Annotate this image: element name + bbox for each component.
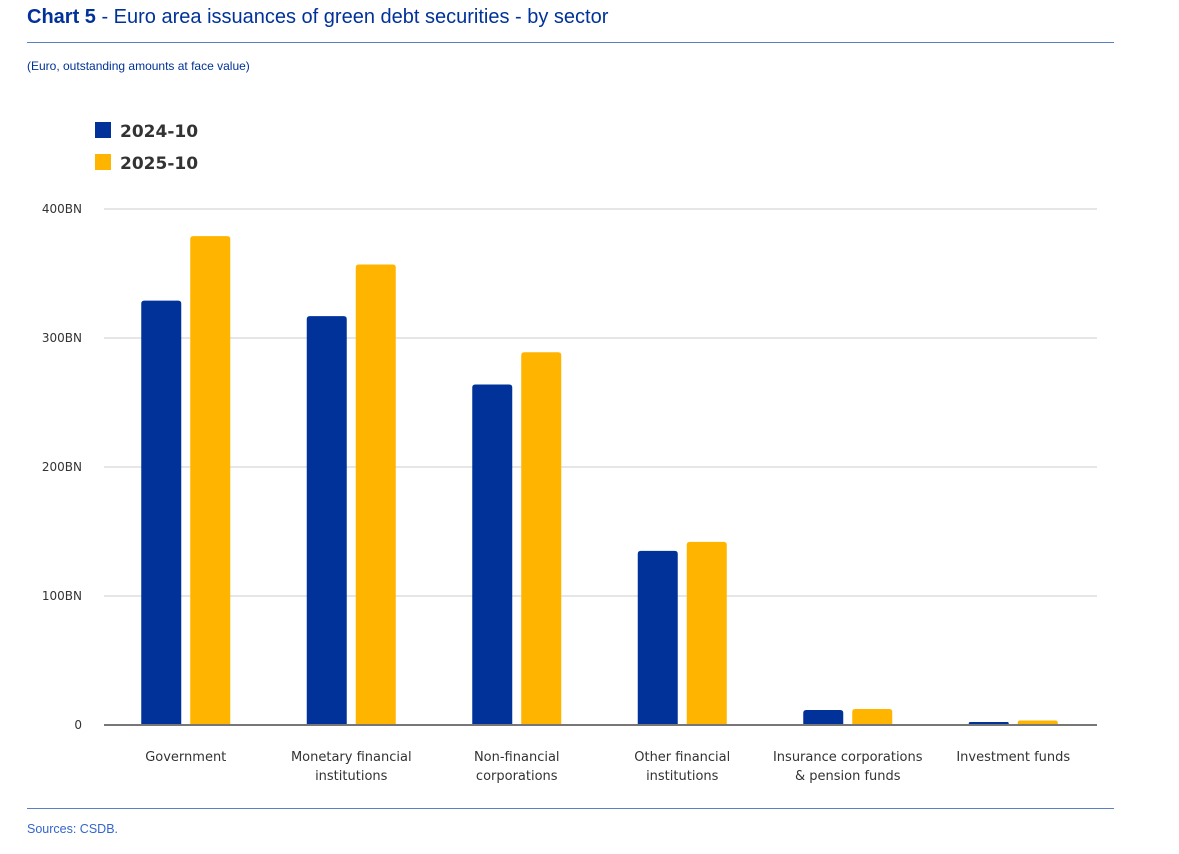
bar-2024-10[interactable]	[803, 710, 844, 725]
x-axis-ticks: Government Monetary financial institutions…	[145, 750, 1070, 784]
legend-label[interactable]: 2024-10	[120, 122, 198, 142]
bar-2024-10[interactable]	[306, 316, 347, 725]
bar-2024-10[interactable]	[141, 300, 182, 725]
bar-2025-10[interactable]	[355, 264, 396, 725]
chart-number: Chart 5	[27, 6, 96, 28]
x-tick-label: Investment funds	[956, 750, 1070, 765]
bar-2024-10[interactable]	[472, 384, 513, 725]
x-tick-label: Other financial	[634, 750, 730, 765]
bar-2025-10[interactable]	[1017, 720, 1058, 725]
sources-note: Sources: CSDB.	[27, 822, 119, 836]
x-tick-label: corporations	[476, 769, 558, 784]
legend: 2024-10 2025-10	[95, 122, 198, 174]
chart-title-text: - Euro area issuances of green debt secu…	[95, 6, 609, 28]
bars	[141, 236, 1058, 725]
bar-2024-10[interactable]	[637, 550, 678, 725]
x-tick-label: Insurance corporations	[773, 750, 923, 765]
x-tick-label: Government	[145, 750, 226, 765]
bar-2025-10[interactable]	[190, 236, 231, 725]
legend-swatch-2025-10	[95, 154, 111, 170]
bar-2025-10[interactable]	[852, 709, 893, 725]
y-tick-label: 0	[74, 718, 82, 732]
legend-label[interactable]: 2025-10	[120, 154, 198, 174]
title-divider	[27, 42, 1114, 43]
x-tick-label: institutions	[315, 769, 388, 784]
y-tick-label: 200BN	[42, 460, 82, 474]
x-tick-label: institutions	[646, 769, 719, 784]
y-tick-label: 400BN	[42, 202, 82, 216]
chart-subtitle: (Euro, outstanding amounts at face value…	[27, 59, 250, 73]
x-tick-label: & pension funds	[795, 769, 901, 784]
y-tick-label: 100BN	[42, 589, 82, 603]
footer-divider	[27, 808, 1114, 809]
bar-2025-10[interactable]	[686, 541, 727, 725]
legend-swatch-2024-10	[95, 122, 111, 138]
y-axis-ticks: 0 100BN 200BN 300BN 400BN	[42, 202, 82, 732]
x-tick-label: Non-financial	[474, 750, 560, 765]
y-tick-label: 300BN	[42, 331, 82, 345]
x-tick-label: Monetary financial	[291, 750, 412, 765]
bar-2025-10[interactable]	[521, 352, 562, 725]
gridlines	[104, 208, 1097, 597]
chart-title: Chart 5 - Euro area issuances of green d…	[27, 6, 608, 29]
